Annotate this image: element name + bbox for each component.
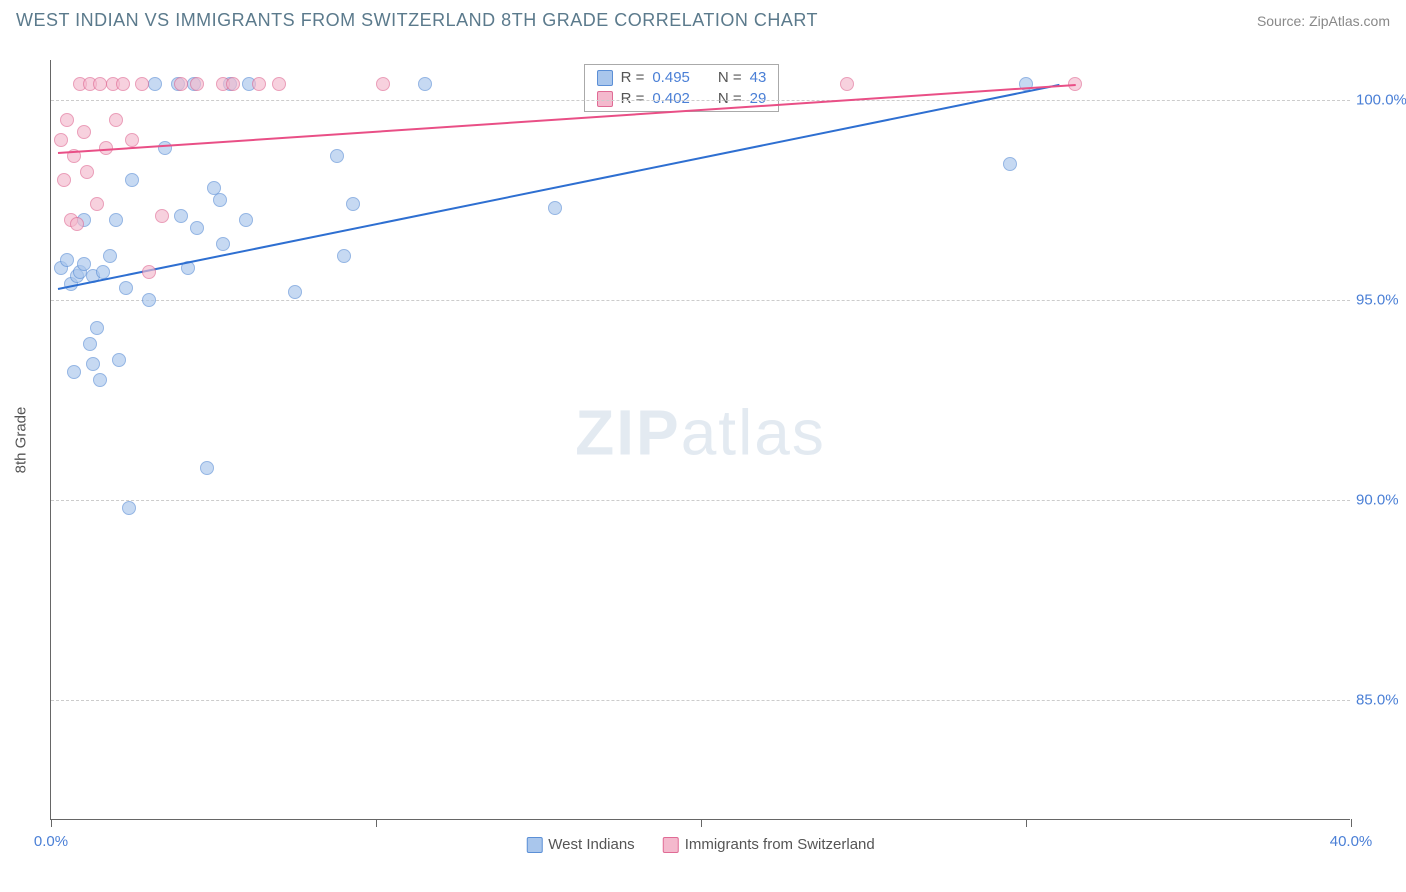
scatter-point [190, 77, 204, 91]
y-tick-label: 95.0% [1356, 292, 1406, 309]
y-axis-label: 8th Grade [13, 406, 30, 473]
scatter-point [116, 77, 130, 91]
scatter-point [226, 77, 240, 91]
source-link[interactable]: ZipAtlas.com [1309, 13, 1390, 29]
y-tick-label: 90.0% [1356, 492, 1406, 509]
watermark: ZIPatlas [575, 395, 826, 469]
chart-container: 8th Grade ZIPatlas R = 0.495 N = 43 R = 0.402… [0, 40, 1406, 850]
scatter-point [155, 209, 169, 223]
chart-header: WEST INDIAN VS IMMIGRANTS FROM SWITZERLA… [0, 0, 1406, 35]
scatter-point [148, 77, 162, 91]
scatter-point [216, 237, 230, 251]
scatter-point [60, 253, 74, 267]
scatter-point [135, 77, 149, 91]
legend-label: West Indians [548, 836, 634, 853]
plot-area: 8th Grade ZIPatlas R =0.495N =43R =0.402… [50, 60, 1350, 820]
scatter-point [80, 165, 94, 179]
watermark-bold: ZIP [575, 396, 681, 468]
legend-item: West Indians [526, 836, 634, 853]
legend-swatch [663, 837, 679, 853]
stat-n-value: 43 [750, 69, 767, 86]
scatter-point [252, 77, 266, 91]
scatter-point [239, 213, 253, 227]
stat-r-value: 0.402 [652, 90, 690, 107]
legend-label: Immigrants from Switzerland [685, 836, 875, 853]
scatter-point [200, 461, 214, 475]
x-tick [1351, 819, 1352, 827]
chart-title: WEST INDIAN VS IMMIGRANTS FROM SWITZERLA… [16, 10, 818, 31]
scatter-point [346, 197, 360, 211]
gridline-h [51, 300, 1350, 301]
scatter-point [125, 173, 139, 187]
x-tick [51, 819, 52, 827]
legend-swatch [526, 837, 542, 853]
stat-r-value: 0.495 [652, 69, 690, 86]
gridline-h [51, 500, 1350, 501]
legend-item: Immigrants from Switzerland [663, 836, 875, 853]
scatter-point [119, 281, 133, 295]
scatter-point [174, 209, 188, 223]
scatter-point [125, 133, 139, 147]
scatter-point [83, 337, 97, 351]
scatter-point [122, 501, 136, 515]
x-tick [376, 819, 377, 827]
scatter-point [93, 77, 107, 91]
stats-row: R = 0.495 N = 43 [585, 67, 779, 88]
scatter-point [272, 77, 286, 91]
scatter-point [67, 365, 81, 379]
scatter-point [158, 141, 172, 155]
scatter-point [142, 293, 156, 307]
scatter-point [418, 77, 432, 91]
scatter-point [70, 217, 84, 231]
scatter-point [54, 133, 68, 147]
stat-n-label: N = [718, 69, 742, 86]
scatter-point [60, 113, 74, 127]
scatter-point [337, 249, 351, 263]
stat-n-label: N = [718, 90, 742, 107]
legend-swatch [597, 70, 613, 86]
scatter-point [86, 357, 100, 371]
scatter-point [174, 77, 188, 91]
scatter-point [109, 113, 123, 127]
gridline-h [51, 100, 1350, 101]
scatter-point [90, 321, 104, 335]
scatter-point [213, 193, 227, 207]
y-tick-label: 85.0% [1356, 692, 1406, 709]
scatter-point [548, 201, 562, 215]
x-tick [1026, 819, 1027, 827]
gridline-h [51, 700, 1350, 701]
scatter-point [57, 173, 71, 187]
legend-swatch [597, 91, 613, 107]
scatter-point [190, 221, 204, 235]
scatter-point [840, 77, 854, 91]
trend-line [57, 84, 1074, 154]
scatter-point [288, 285, 302, 299]
stat-r-label: R = [621, 69, 645, 86]
scatter-point [376, 77, 390, 91]
watermark-light: atlas [681, 396, 826, 468]
stat-r-label: R = [621, 90, 645, 107]
x-tick [701, 819, 702, 827]
scatter-point [142, 265, 156, 279]
scatter-point [103, 249, 117, 263]
scatter-point [77, 257, 91, 271]
scatter-point [109, 213, 123, 227]
scatter-point [90, 197, 104, 211]
x-tick-label: 40.0% [1330, 833, 1373, 850]
y-tick-label: 100.0% [1356, 92, 1406, 109]
bottom-legend: West Indians Immigrants from Switzerland [526, 836, 875, 853]
scatter-point [1003, 157, 1017, 171]
scatter-point [77, 125, 91, 139]
scatter-point [112, 353, 126, 367]
scatter-point [330, 149, 344, 163]
chart-source: Source: ZipAtlas.com [1257, 13, 1390, 29]
scatter-point [93, 373, 107, 387]
source-prefix: Source: [1257, 13, 1309, 29]
x-tick-label: 0.0% [34, 833, 68, 850]
